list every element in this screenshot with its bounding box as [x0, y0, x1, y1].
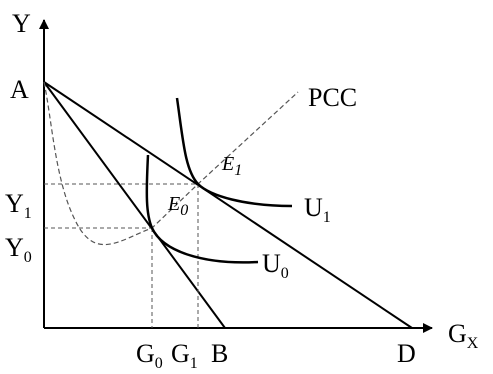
- indifference-curve-u1: [175, 97, 293, 208]
- e0-label: E0: [167, 193, 188, 219]
- g0-label: G0: [136, 339, 163, 372]
- pcc-label: PCC: [308, 83, 357, 112]
- u0-label: U0: [262, 249, 289, 282]
- pcc-curve: [43, 81, 299, 246]
- budget-line-ad: [43, 81, 413, 329]
- g1-label: G1: [171, 339, 198, 372]
- y0-label: Y0: [5, 233, 32, 266]
- e1-label: E1: [221, 153, 242, 179]
- indifference-curve-u0: [145, 154, 259, 264]
- x-axis-label: GX: [448, 319, 479, 352]
- point-a-label: A: [10, 75, 29, 104]
- point-b-label: B: [211, 339, 228, 368]
- y-axis-label: Y: [12, 9, 31, 38]
- point-d-label: D: [397, 339, 416, 368]
- u1-label: U1: [304, 193, 331, 226]
- y1-label: Y1: [5, 189, 32, 222]
- budget-line-ab: [43, 81, 226, 329]
